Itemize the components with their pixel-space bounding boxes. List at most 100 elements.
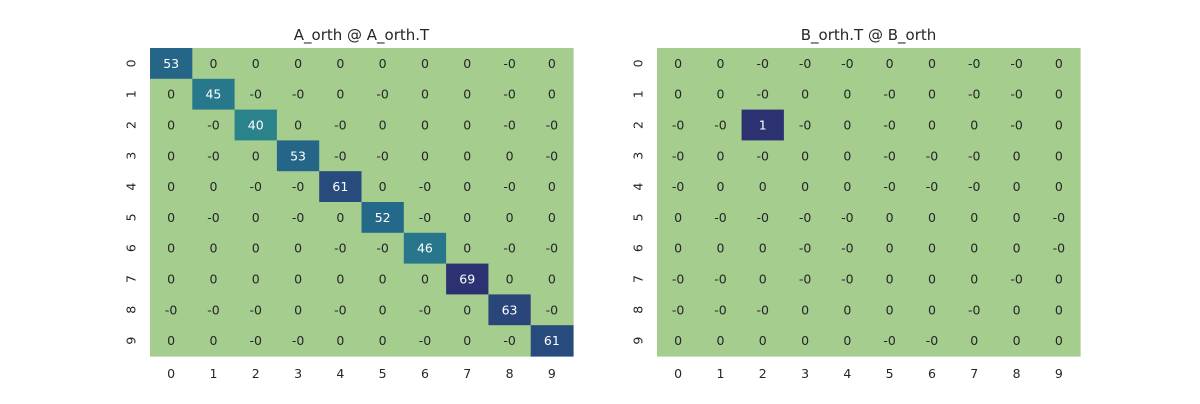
cell-label: 0 [843,87,851,102]
cell-label: 53 [290,148,306,163]
heatmap-cell [953,263,996,295]
cell-label: 0 [379,272,387,287]
cell-label: 0 [379,118,387,133]
heatmap-cell [446,325,489,357]
x-tick-label: 0 [167,366,175,381]
heatmap-cell [741,109,785,141]
x-tick-label: 9 [1055,366,1063,381]
cell-label: 0 [379,302,387,317]
cell-label: 0 [167,272,175,287]
heatmap-cell [403,48,447,80]
heatmap-cell [403,109,447,141]
cell-label: 0 [548,87,556,102]
cell-label: -0 [546,148,559,163]
heatmap-cell [1037,171,1081,203]
heatmap-cell [1037,325,1081,357]
cell-label: -0 [799,56,812,71]
heatmap-cell [953,109,996,141]
heatmap-cell [699,202,743,234]
cell-label: -0 [546,118,559,133]
heatmap-cell [361,202,405,234]
cell-label: -0 [1010,118,1023,133]
heatmap-cell [826,202,870,234]
cell-label: -0 [841,210,854,225]
cell-label: 0 [1055,87,1063,102]
heatmap-cell [446,232,489,265]
heatmap-cell [150,78,193,111]
cell-label: -0 [207,302,220,317]
cell-label: 52 [375,210,391,225]
cell-label: 0 [970,210,978,225]
heatmap-cell [868,109,912,141]
cell-label: 0 [463,210,471,225]
cell-label: 0 [167,241,175,256]
x-tick-label: 8 [1013,366,1021,381]
x-tick-label: 6 [421,366,429,381]
cell-label: -0 [757,302,770,317]
heatmap-cell [657,202,700,234]
cell-label: -0 [968,302,981,317]
cell-label: -0 [292,179,305,194]
cell-label: 0 [886,272,894,287]
cell-label: 0 [928,87,936,102]
cell-label: -0 [546,302,559,317]
heatmap-cell [910,78,954,111]
heatmap-cell [741,202,785,234]
heatmap-cell [192,325,236,357]
heatmap-cell [910,48,954,80]
heatmap-cell [826,48,870,80]
heatmap-cell [488,171,532,203]
cell-label: 0 [463,241,471,256]
cell-label: -0 [1053,241,1066,256]
heatmap-cell [446,140,489,172]
heatmap-cell [319,140,363,172]
heatmap-cell [276,171,320,203]
cell-label: 0 [167,87,175,102]
heatmap-cell [446,202,489,234]
cell-label: -0 [714,302,727,317]
cell-label: -0 [292,87,305,102]
heatmap-cell [361,140,405,172]
heatmap-cell [276,78,320,111]
chart-title: A_orth @ A_orth.T [294,26,430,45]
cell-label: -0 [799,118,812,133]
heatmap-cell [741,325,785,357]
heatmap-cell [868,263,912,295]
heatmap-cell [783,294,827,326]
cell-label: -0 [757,56,770,71]
cell-label: 0 [463,179,471,194]
x-tick-label: 3 [801,366,809,381]
heatmap-cell [192,140,236,172]
heatmap-cell [319,263,363,295]
cell-label: 0 [294,272,302,287]
heatmap-cell [234,78,278,111]
heatmap-cell [488,202,532,234]
heatmap-cell [192,202,236,234]
y-tick-label: 8 [124,306,139,314]
heatmap-cell [403,78,447,111]
heatmap-cell [995,232,1039,265]
cell-label: 0 [1055,302,1063,317]
cell-label: -0 [250,333,263,348]
heatmap-cell [150,48,193,80]
heatmap-cell [699,263,743,295]
cell-label: 0 [928,118,936,133]
heatmap-cell [741,232,785,265]
cell-label: 0 [928,241,936,256]
heatmap-cell [361,109,405,141]
heatmap-cell [150,109,193,141]
heatmap-cell [234,202,278,234]
cell-label: -0 [926,148,939,163]
heatmap-cell [995,263,1039,295]
x-tick-label: 0 [674,366,682,381]
heatmap-cell [783,140,827,172]
heatmap-cell [150,232,193,265]
heatmap-cell [1037,263,1081,295]
heatmap-cell [995,78,1039,111]
cell-label: 0 [716,179,724,194]
cell-label: -0 [757,87,770,102]
cell-label: -0 [334,302,347,317]
cell-label: -0 [1010,272,1023,287]
cell-label: 0 [209,179,217,194]
